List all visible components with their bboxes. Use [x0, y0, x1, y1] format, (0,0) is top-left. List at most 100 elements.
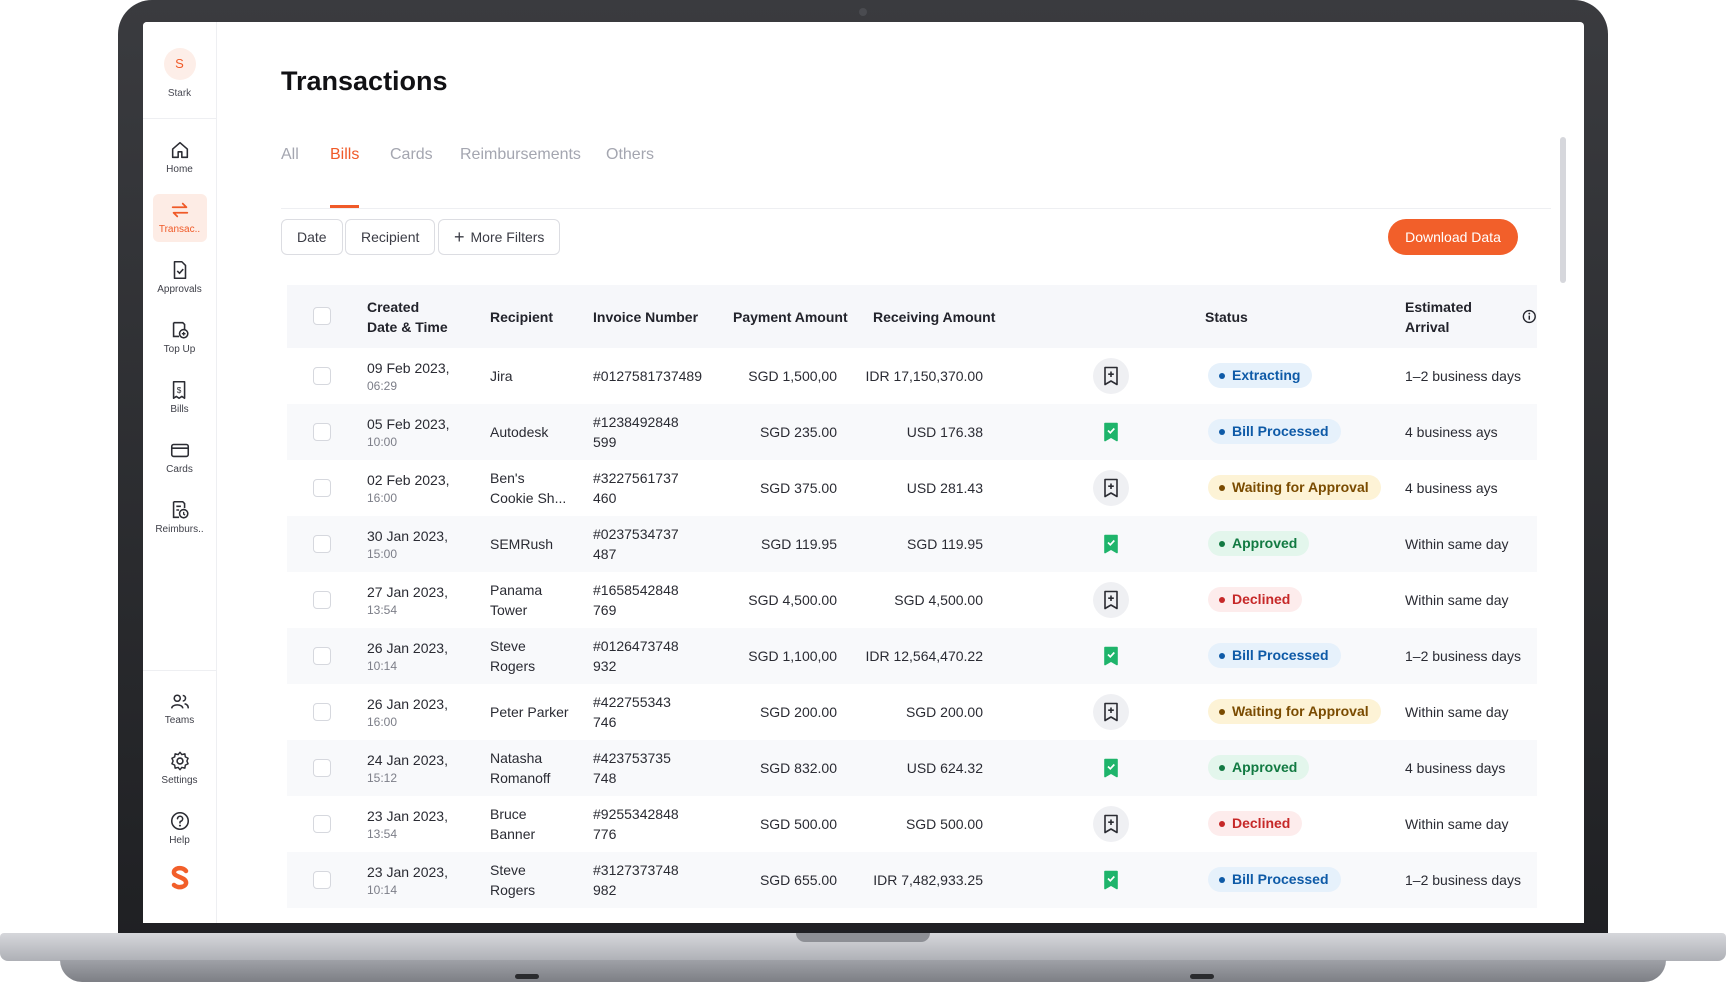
- document-attached-button[interactable]: [1093, 526, 1129, 562]
- arrival-text: 1–2 business days: [1405, 368, 1521, 384]
- sidebar-item-gear[interactable]: Settings: [153, 745, 207, 793]
- row-checkbox[interactable]: [313, 703, 331, 721]
- table-row[interactable]: 23 Jan 2023, 13:54 Bruce Banner #92553428…: [287, 796, 1537, 852]
- row-checkbox[interactable]: [313, 535, 331, 553]
- created-time: 10:14: [367, 883, 398, 897]
- page-scrollbar[interactable]: [1560, 137, 1566, 283]
- attach-document-button[interactable]: [1093, 582, 1129, 618]
- tab-reimbursements[interactable]: Reimbursements: [460, 146, 581, 163]
- created-cell: 26 Jan 2023, 10:14: [367, 628, 448, 684]
- created-cell: 05 Feb 2023, 10:00: [367, 404, 450, 460]
- arrival-text: Within same day: [1405, 592, 1509, 608]
- tab-bills[interactable]: Bills: [330, 146, 360, 208]
- invoice-line: #0126473748: [593, 638, 679, 654]
- table-body: 09 Feb 2023, 06:29 Jira #0127581737489 S…: [287, 348, 1537, 908]
- recipient-cell: SEMRush: [490, 516, 553, 572]
- sidebar-item-label: Reimburs..: [155, 524, 204, 535]
- row-checkbox[interactable]: [313, 647, 331, 665]
- gear-icon: [170, 751, 189, 771]
- document-attached-button[interactable]: [1093, 414, 1129, 450]
- row-checkbox[interactable]: [313, 367, 331, 385]
- sidebar-item-label: Transac..: [158, 224, 201, 235]
- sidebar-item-help[interactable]: Help: [153, 805, 207, 853]
- sidebar-item-home[interactable]: Home: [153, 134, 207, 182]
- table-row[interactable]: 26 Jan 2023, 16:00 Peter Parker #4227553…: [287, 684, 1537, 740]
- sidebar-item-label: Bills: [170, 404, 189, 415]
- tab-all[interactable]: All: [281, 146, 299, 163]
- date-filter-button[interactable]: Date: [281, 219, 343, 255]
- payment-amount-text: SGD 4,500.00: [748, 592, 837, 608]
- document-check-icon: [1104, 534, 1118, 554]
- table-row[interactable]: 30 Jan 2023, 15:00 SEMRush #0237534737 48…: [287, 516, 1537, 572]
- status-badge: Bill Processed: [1208, 643, 1341, 668]
- document-attached-button[interactable]: [1093, 862, 1129, 898]
- created-date: 30 Jan 2023,: [367, 528, 448, 544]
- column-payment: Payment Amount: [733, 308, 848, 325]
- sidebar-item-reimbursement[interactable]: Reimburs..: [153, 494, 207, 542]
- attach-document-button[interactable]: [1093, 358, 1129, 394]
- org-switcher[interactable]: S Stark: [143, 22, 216, 119]
- document-attached-button[interactable]: [1093, 638, 1129, 674]
- document-attached-button[interactable]: [1093, 750, 1129, 786]
- table-row[interactable]: 24 Jan 2023, 15:12 Natasha Romanoff #4237…: [287, 740, 1537, 796]
- payment-amount: SGD 375.00: [707, 460, 837, 516]
- more-filters-label: More Filters: [470, 229, 545, 245]
- status-badge: Waiting for Approval: [1208, 699, 1381, 724]
- status-badge: Waiting for Approval: [1208, 475, 1381, 500]
- receiving-amount: SGD 500.00: [847, 796, 983, 852]
- invoice-line: #3127373748: [593, 862, 679, 878]
- approvals-icon: [173, 260, 186, 280]
- row-checkbox[interactable]: [313, 591, 331, 609]
- brand-logo-icon: [171, 865, 188, 890]
- tab-cards[interactable]: Cards: [390, 146, 433, 163]
- table-row[interactable]: 09 Feb 2023, 06:29 Jira #0127581737489 S…: [287, 348, 1537, 404]
- recipient-line: Romanoff: [490, 770, 551, 786]
- receiving-amount: SGD 119.95: [847, 516, 983, 572]
- arrival-text: Within same day: [1405, 536, 1509, 552]
- row-checkbox[interactable]: [313, 759, 331, 777]
- receiving-amount-text: USD 176.38: [906, 424, 983, 440]
- invoice-line: 460: [593, 490, 617, 506]
- sidebar-item-approvals[interactable]: Approvals: [153, 254, 207, 302]
- recipient-cell: Peter Parker: [490, 684, 569, 740]
- attach-document-button[interactable]: [1093, 694, 1129, 730]
- sidebar-item-teams[interactable]: Teams: [153, 685, 207, 733]
- svg-text:$: $: [176, 386, 181, 395]
- created-cell: 24 Jan 2023, 15:12: [367, 740, 448, 796]
- card-icon: [170, 443, 189, 458]
- sidebar-item-top-up[interactable]: Top Up: [153, 314, 207, 362]
- download-data-button[interactable]: Download Data: [1388, 219, 1518, 255]
- row-checkbox[interactable]: [313, 423, 331, 441]
- tab-others[interactable]: Others: [606, 146, 655, 163]
- table-row[interactable]: 02 Feb 2023, 16:00 Ben's Cookie Sh... #32…: [287, 460, 1537, 516]
- sidebar-item-bills[interactable]: $ Bills: [153, 374, 207, 422]
- more-filters-button[interactable]: + More Filters: [438, 219, 561, 255]
- attach-document-button[interactable]: [1093, 806, 1129, 842]
- sidebar-item-card[interactable]: Cards: [153, 434, 207, 482]
- table-row[interactable]: 26 Jan 2023, 10:14 Steve Rogers #01264737…: [287, 628, 1537, 684]
- created-time: 06:29: [367, 379, 398, 393]
- laptop-foot: [1190, 974, 1214, 979]
- recipient-cell: Steve Rogers: [490, 628, 535, 684]
- row-checkbox[interactable]: [313, 871, 331, 889]
- info-icon[interactable]: [1522, 309, 1537, 324]
- select-all-checkbox[interactable]: [313, 307, 331, 325]
- plus-icon: +: [454, 227, 465, 247]
- table-row[interactable]: 23 Jan 2023, 10:14 Steve Rogers #31273737…: [287, 852, 1537, 908]
- column-arrival-label: Estimated Arrival: [1405, 298, 1472, 335]
- table-row[interactable]: 05 Feb 2023, 10:00 Autodesk #1238492848 5…: [287, 404, 1537, 460]
- table-row[interactable]: 27 Jan 2023, 13:54 Panama Tower #16585428…: [287, 572, 1537, 628]
- row-checkbox[interactable]: [313, 479, 331, 497]
- status-badge: Approved: [1208, 755, 1310, 780]
- arrival-cell: 1–2 business days: [1405, 628, 1521, 684]
- attach-document-button[interactable]: [1093, 470, 1129, 506]
- created-cell: 23 Jan 2023, 13:54: [367, 796, 448, 852]
- payment-amount-text: SGD 655.00: [759, 872, 837, 888]
- invoice-cell: #422755343 746: [593, 684, 671, 740]
- org-avatar[interactable]: S: [163, 48, 196, 80]
- recipient-filter-button[interactable]: Recipient: [345, 219, 436, 255]
- receiving-amount: USD 176.38: [847, 404, 983, 460]
- row-checkbox[interactable]: [313, 815, 331, 833]
- payment-amount: SGD 4,500.00: [707, 572, 837, 628]
- sidebar-item-transfer[interactable]: Transac..: [152, 194, 207, 242]
